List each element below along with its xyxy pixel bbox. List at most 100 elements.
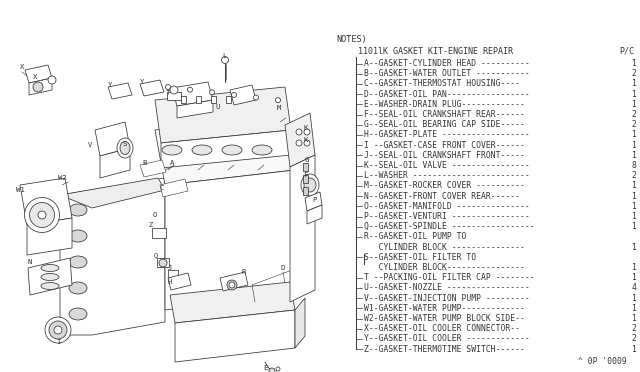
Circle shape [209,90,214,95]
Text: Y: Y [108,82,112,88]
Text: S: S [123,141,127,147]
Text: E: E [263,365,267,371]
Text: M: M [277,105,281,111]
Text: 1: 1 [631,182,636,190]
Bar [303,175,308,183]
Text: X--GASKET-OIL COOLER CONNECTOR--: X--GASKET-OIL COOLER CONNECTOR-- [364,324,520,333]
Text: 1101lK GASKET KIT-ENGINE REPAIR: 1101lK GASKET KIT-ENGINE REPAIR [358,47,513,56]
Bar [303,187,308,195]
Text: U: U [216,104,220,110]
Text: A--GASKET-CYLINDER HEAD ----------: A--GASKET-CYLINDER HEAD ---------- [364,59,530,68]
Bar [157,258,169,267]
Text: Z--GASKET-THERMOTIME SWITCH------: Z--GASKET-THERMOTIME SWITCH------ [364,345,525,354]
Polygon shape [92,233,165,256]
Ellipse shape [192,145,212,155]
Ellipse shape [38,211,46,219]
Polygon shape [175,310,295,362]
Bar [152,228,166,238]
Text: 1: 1 [631,100,636,109]
Polygon shape [168,273,191,290]
Text: V--GASKET-INJECTION PUMP ---------: V--GASKET-INJECTION PUMP --------- [364,294,530,303]
Text: W2: W2 [58,175,67,181]
Polygon shape [165,170,295,310]
Text: CYLINDER BLOCK----------------: CYLINDER BLOCK---------------- [364,263,525,272]
Polygon shape [305,192,322,211]
Polygon shape [295,298,305,348]
Text: L--WASHER ------------------------: L--WASHER ------------------------ [364,171,530,180]
Polygon shape [60,178,165,335]
Circle shape [159,259,167,267]
Polygon shape [95,122,130,156]
Text: K: K [304,125,308,131]
Polygon shape [230,85,256,105]
Text: T --PACKING-OIL FILTER CAP --------: T --PACKING-OIL FILTER CAP -------- [364,273,534,282]
Circle shape [296,140,302,146]
Text: 2: 2 [631,334,636,343]
Text: 1: 1 [631,131,636,140]
Polygon shape [140,160,166,177]
Text: 1: 1 [631,304,636,313]
Text: 1: 1 [631,212,636,221]
Bar [226,96,231,103]
Polygon shape [92,261,165,284]
Text: X: X [33,74,37,80]
Text: P--GASKET-VENTURI ----------------: P--GASKET-VENTURI ---------------- [364,212,530,221]
Text: N: N [28,259,32,265]
Text: P/C: P/C [619,47,634,56]
Text: K--SEAL-OIL VALVE ----------------: K--SEAL-OIL VALVE ---------------- [364,161,530,170]
Text: W1: W1 [15,187,24,193]
Text: H: H [168,279,172,285]
Polygon shape [85,274,165,299]
Text: J--SEAL-OIL CRANKSHAFT FRONT-----: J--SEAL-OIL CRANKSHAFT FRONT----- [364,151,525,160]
Polygon shape [177,100,213,118]
Text: 4: 4 [631,283,636,292]
Text: 2: 2 [631,69,636,78]
Text: Y--GASKET-OIL COOLER -------------: Y--GASKET-OIL COOLER ------------- [364,334,530,343]
Text: C--GASKET-THERMOSTAT HOUSING----: C--GASKET-THERMOSTAT HOUSING---- [364,80,520,89]
Polygon shape [155,87,291,143]
Ellipse shape [117,138,133,158]
Text: G--SEAL-OIL BEARING CAP SIDE-----: G--SEAL-OIL BEARING CAP SIDE----- [364,120,525,129]
Text: K: K [304,137,308,143]
Polygon shape [170,282,295,323]
Text: T: T [166,90,170,96]
Circle shape [221,57,228,64]
Text: 1: 1 [631,90,636,99]
Text: N--GASKET-FRONT COVER REAR------: N--GASKET-FRONT COVER REAR------ [364,192,520,201]
Text: 1: 1 [631,294,636,303]
Text: W1-GASKET-WATER PUMP-------------: W1-GASKET-WATER PUMP------------- [364,304,525,313]
Ellipse shape [41,264,59,272]
Text: F: F [303,172,307,178]
Circle shape [229,282,235,288]
Text: V: V [88,142,92,148]
Text: 1: 1 [631,314,636,323]
Text: Q--GASKET-SPINDLE -----------------: Q--GASKET-SPINDLE ----------------- [364,222,534,231]
Bar [168,270,178,277]
Circle shape [188,87,193,92]
Text: 1: 1 [631,141,636,150]
Text: C: C [160,185,164,191]
Polygon shape [160,179,188,197]
Circle shape [304,129,310,135]
Text: D: D [281,265,285,271]
Circle shape [166,84,170,90]
Circle shape [304,140,310,146]
Text: G: G [305,157,309,163]
Polygon shape [285,113,315,167]
Ellipse shape [41,282,59,289]
Text: R--GASKET-OIL PUMP TO: R--GASKET-OIL PUMP TO [364,232,467,241]
Polygon shape [60,178,165,208]
Ellipse shape [252,145,272,155]
Circle shape [45,317,71,343]
Bar [181,96,186,103]
Text: O: O [153,212,157,218]
Text: B--GASKET-WATER OUTLET -----------: B--GASKET-WATER OUTLET ----------- [364,69,530,78]
Polygon shape [29,78,52,95]
Ellipse shape [69,282,87,294]
Text: NOTES): NOTES) [336,35,367,44]
Text: 2: 2 [631,324,636,333]
Text: 1: 1 [631,59,636,68]
Polygon shape [108,83,132,99]
Text: E--WASHER-DRAIN PLUG-------------: E--WASHER-DRAIN PLUG------------- [364,100,525,109]
Text: L: L [222,53,226,59]
